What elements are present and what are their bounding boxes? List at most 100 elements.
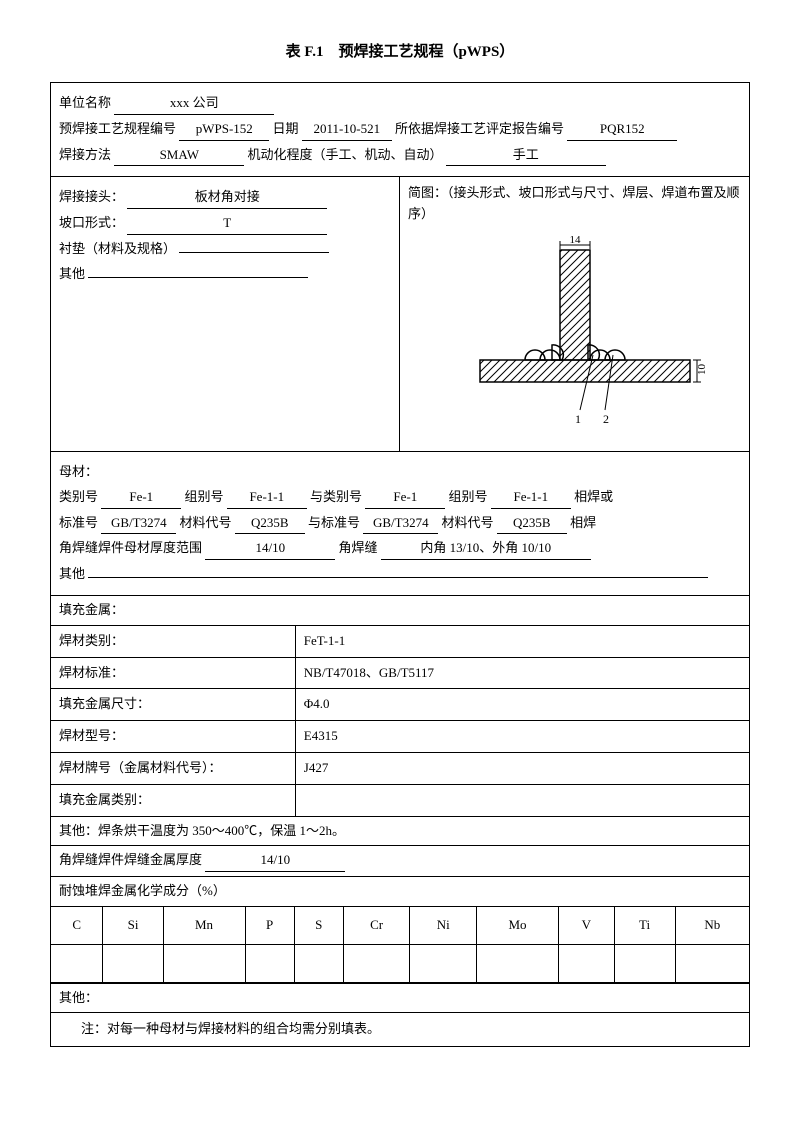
diagram-label: 简图：（接头形式、坡口形式与尺寸、焊层、焊道布置及顺序） — [408, 183, 741, 225]
groove-label: 坡口形式： — [59, 215, 124, 230]
suffix1: 相焊或 — [574, 489, 613, 504]
with-cat-label: 与类别号 — [310, 489, 362, 504]
group2: Fe-1-1 — [491, 487, 571, 509]
filler-table: 焊材类别：FeT-1-1焊材标准：NB/T47018、GB/T5117填充金属尺… — [51, 626, 749, 817]
mat-label: 材料代号 — [180, 515, 232, 530]
filler-value — [295, 784, 749, 816]
chem-table: CSiMnPSCrNiMoVTiNb — [51, 907, 749, 983]
joint-block: 焊接接头： 板材角对接 坡口形式： T 衬垫（材料及规格） 其他 简图：（接头形… — [51, 177, 749, 452]
chem-val — [477, 944, 559, 982]
fillet-value: 内角 13/10、外角 10/10 — [381, 538, 591, 560]
weld-thick-row: 角焊缝焊件焊缝金属厚度 14/10 — [51, 846, 749, 877]
filler-other: 其他：焊条烘干温度为 350～400℃，保温 1～2h。 — [51, 817, 749, 847]
filler-value: Φ4.0 — [295, 689, 749, 721]
other-value — [88, 265, 308, 278]
chem-col: C — [51, 907, 103, 944]
with-std-label: 与标准号 — [308, 515, 360, 530]
mech-value: 手工 — [446, 145, 606, 167]
header-block: 单位名称 xxx 公司 预焊接工艺规程编号 pWPS-152 日期 2011-1… — [51, 83, 749, 177]
group-label2: 组别号 — [449, 489, 488, 504]
cat2: Fe-1 — [365, 487, 445, 509]
chem-val — [294, 944, 343, 982]
group-label: 组别号 — [185, 489, 224, 504]
chem-col: Si — [103, 907, 163, 944]
backing-label: 衬垫（材料及规格） — [59, 241, 176, 256]
std-label: 标准号 — [59, 515, 98, 530]
date-label: 日期 — [273, 121, 299, 136]
chem-heading: 耐蚀堆焊金属化学成分（%） — [51, 877, 749, 907]
method-label: 焊接方法 — [59, 147, 111, 162]
svg-text:1: 1 — [575, 412, 581, 426]
chem-val — [410, 944, 477, 982]
joint-diagram: 14 10 1 2 — [425, 235, 725, 435]
std1: GB/T3274 — [101, 513, 176, 535]
filler-label: 焊材型号： — [51, 721, 295, 753]
form-container: 单位名称 xxx 公司 预焊接工艺规程编号 pWPS-152 日期 2011-1… — [50, 82, 750, 1047]
footer-other: 其他： — [51, 983, 749, 1014]
base-heading: 母材： — [59, 462, 741, 483]
chem-col: Ni — [410, 907, 477, 944]
groove-value: T — [127, 213, 327, 235]
thick-label: 角焊缝焊件母材厚度范围 — [59, 540, 202, 555]
thick-value: 14/10 — [205, 538, 335, 560]
chem-val — [614, 944, 675, 982]
mech-label: 机动化程度（手工、机动、自动） — [248, 147, 443, 162]
chem-col: Nb — [675, 907, 749, 944]
suffix2: 相焊 — [570, 515, 596, 530]
svg-text:10: 10 — [696, 363, 708, 375]
chem-col: Mn — [163, 907, 245, 944]
cat-label: 类别号 — [59, 489, 98, 504]
spec-no-value: pWPS-152 — [179, 119, 269, 141]
page-title: 表 F.1 预焊接工艺规程（pWPS） — [50, 40, 750, 64]
cat1: Fe-1 — [101, 487, 181, 509]
pqr-value: PQR152 — [567, 119, 677, 141]
filler-value: J427 — [295, 752, 749, 784]
chem-val — [103, 944, 163, 982]
filler-label: 填充金属尺寸： — [51, 689, 295, 721]
chem-col: V — [558, 907, 614, 944]
filler-label: 焊材牌号（金属材料代号）： — [51, 752, 295, 784]
weld-thick-label: 角焊缝焊件焊缝金属厚度 — [59, 852, 202, 867]
filler-value: FeT-1-1 — [295, 626, 749, 657]
org-value: xxx 公司 — [114, 93, 274, 115]
chem-col: Cr — [343, 907, 410, 944]
chem-val — [343, 944, 410, 982]
filler-value: NB/T47018、GB/T5117 — [295, 657, 749, 689]
chem-col: S — [294, 907, 343, 944]
backing-value — [179, 240, 329, 253]
joint-value: 板材角对接 — [127, 187, 327, 209]
chem-val — [245, 944, 294, 982]
base-material-block: 母材： 类别号 Fe-1 组别号 Fe-1-1 与类别号 Fe-1 组别号 Fe… — [51, 452, 749, 596]
svg-text:14: 14 — [569, 235, 581, 246]
mat-label2: 材料代号 — [442, 515, 494, 530]
filler-label: 填充金属类别： — [51, 784, 295, 816]
chem-val — [675, 944, 749, 982]
filler-heading: 填充金属： — [51, 596, 749, 626]
filler-value: E4315 — [295, 721, 749, 753]
chem-col: Ti — [614, 907, 675, 944]
joint-label: 焊接接头： — [59, 189, 124, 204]
chem-val — [558, 944, 614, 982]
filler-label: 焊材标准： — [51, 657, 295, 689]
other-label: 其他 — [59, 266, 85, 281]
org-label: 单位名称 — [59, 95, 111, 110]
fillet-label: 角焊缝 — [339, 540, 378, 555]
pqr-label: 所依据焊接工艺评定报告编号 — [395, 121, 564, 136]
mat2: Q235B — [497, 513, 567, 535]
group1: Fe-1-1 — [227, 487, 307, 509]
spec-no-label: 预焊接工艺规程编号 — [59, 121, 176, 136]
base-other-label: 其他 — [59, 566, 85, 581]
footer-note: 注：对每一种母材与焊接材料的组合均需分别填表。 — [51, 1013, 749, 1047]
date-value: 2011-10-521 — [302, 119, 392, 141]
chem-col: Mo — [477, 907, 559, 944]
mat1: Q235B — [235, 513, 305, 535]
base-other-value — [88, 565, 708, 578]
filler-label: 焊材类别： — [51, 626, 295, 657]
chem-val — [51, 944, 103, 982]
weld-thick-value: 14/10 — [205, 850, 345, 872]
std2: GB/T3274 — [363, 513, 438, 535]
svg-text:2: 2 — [603, 412, 609, 426]
chem-col: P — [245, 907, 294, 944]
method-value: SMAW — [114, 145, 244, 167]
chem-val — [163, 944, 245, 982]
